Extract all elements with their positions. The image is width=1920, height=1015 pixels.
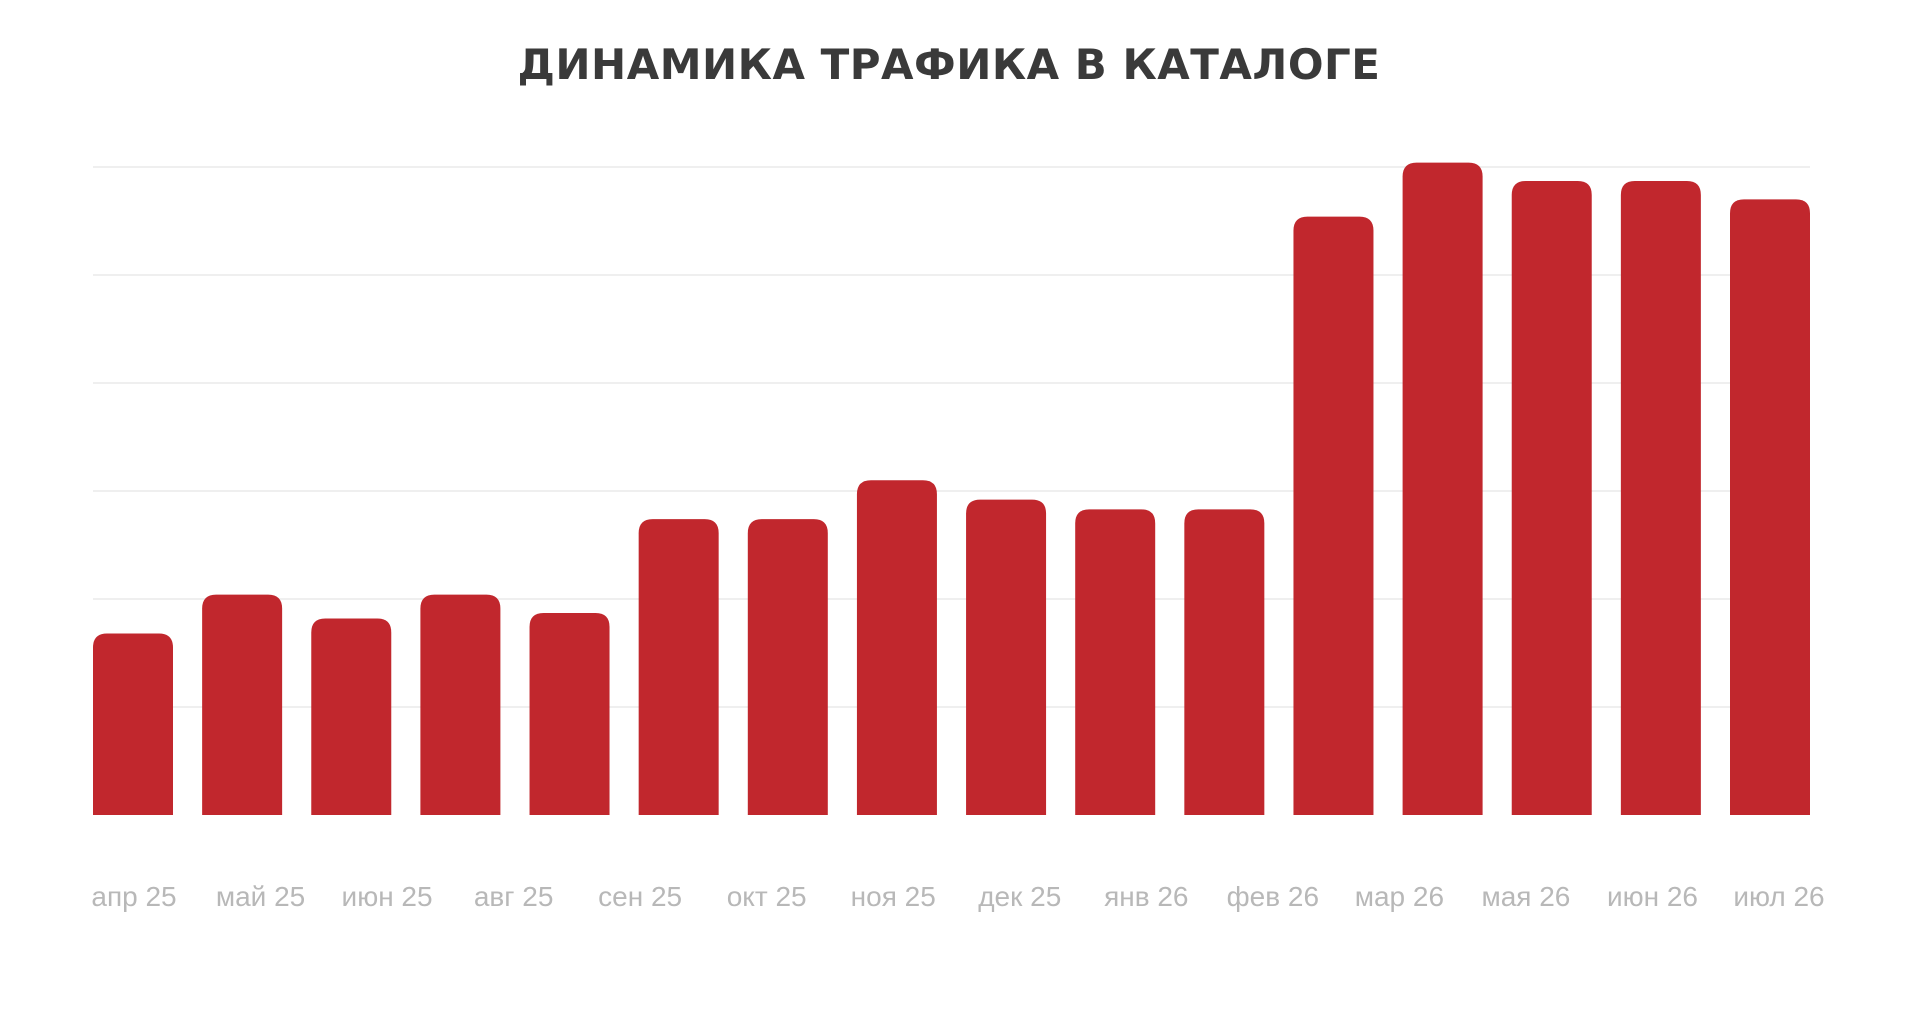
x-tick-label: авг 25 <box>474 881 554 912</box>
x-axis-tick-labels: апр 25 май 25 июн 25 авг 25 сен 25 окт 25 ноя … <box>91 881 1824 912</box>
bar <box>856 480 937 815</box>
bar <box>1184 509 1265 815</box>
bar <box>1620 181 1701 816</box>
x-tick-label: май 25 <box>216 881 305 912</box>
x-tick-label: мая 26 <box>1481 881 1570 912</box>
x-tick-label: мар 26 <box>1355 881 1444 912</box>
bars <box>93 162 1810 816</box>
bar <box>1293 216 1374 815</box>
x-tick-label: фев 26 <box>1227 881 1319 912</box>
x-tick-label: сен 25 <box>598 881 682 912</box>
x-tick-label: апр 25 <box>91 881 176 912</box>
bar <box>529 613 610 815</box>
x-tick-label: дек 25 <box>978 881 1061 912</box>
x-tick-label: июн 25 <box>342 881 433 912</box>
bar <box>638 519 719 815</box>
bar <box>202 594 283 815</box>
bar <box>1402 162 1483 815</box>
bar <box>966 499 1047 815</box>
bar <box>93 633 173 815</box>
x-tick-label: ноя 25 <box>851 881 936 912</box>
x-tick-label: июн 26 <box>1607 881 1698 912</box>
bar <box>311 618 392 815</box>
bar <box>1730 199 1810 815</box>
bar <box>747 519 828 815</box>
chart-title: ДИНАМИКА ТРАФИКА В КАТАЛОГЕ <box>518 40 1381 89</box>
bar <box>1511 181 1592 816</box>
bar <box>420 594 501 815</box>
x-tick-label: янв 26 <box>1104 881 1188 912</box>
bar <box>1075 509 1156 815</box>
x-tick-label: окт 25 <box>727 881 807 912</box>
x-tick-label: июл 26 <box>1733 881 1824 912</box>
